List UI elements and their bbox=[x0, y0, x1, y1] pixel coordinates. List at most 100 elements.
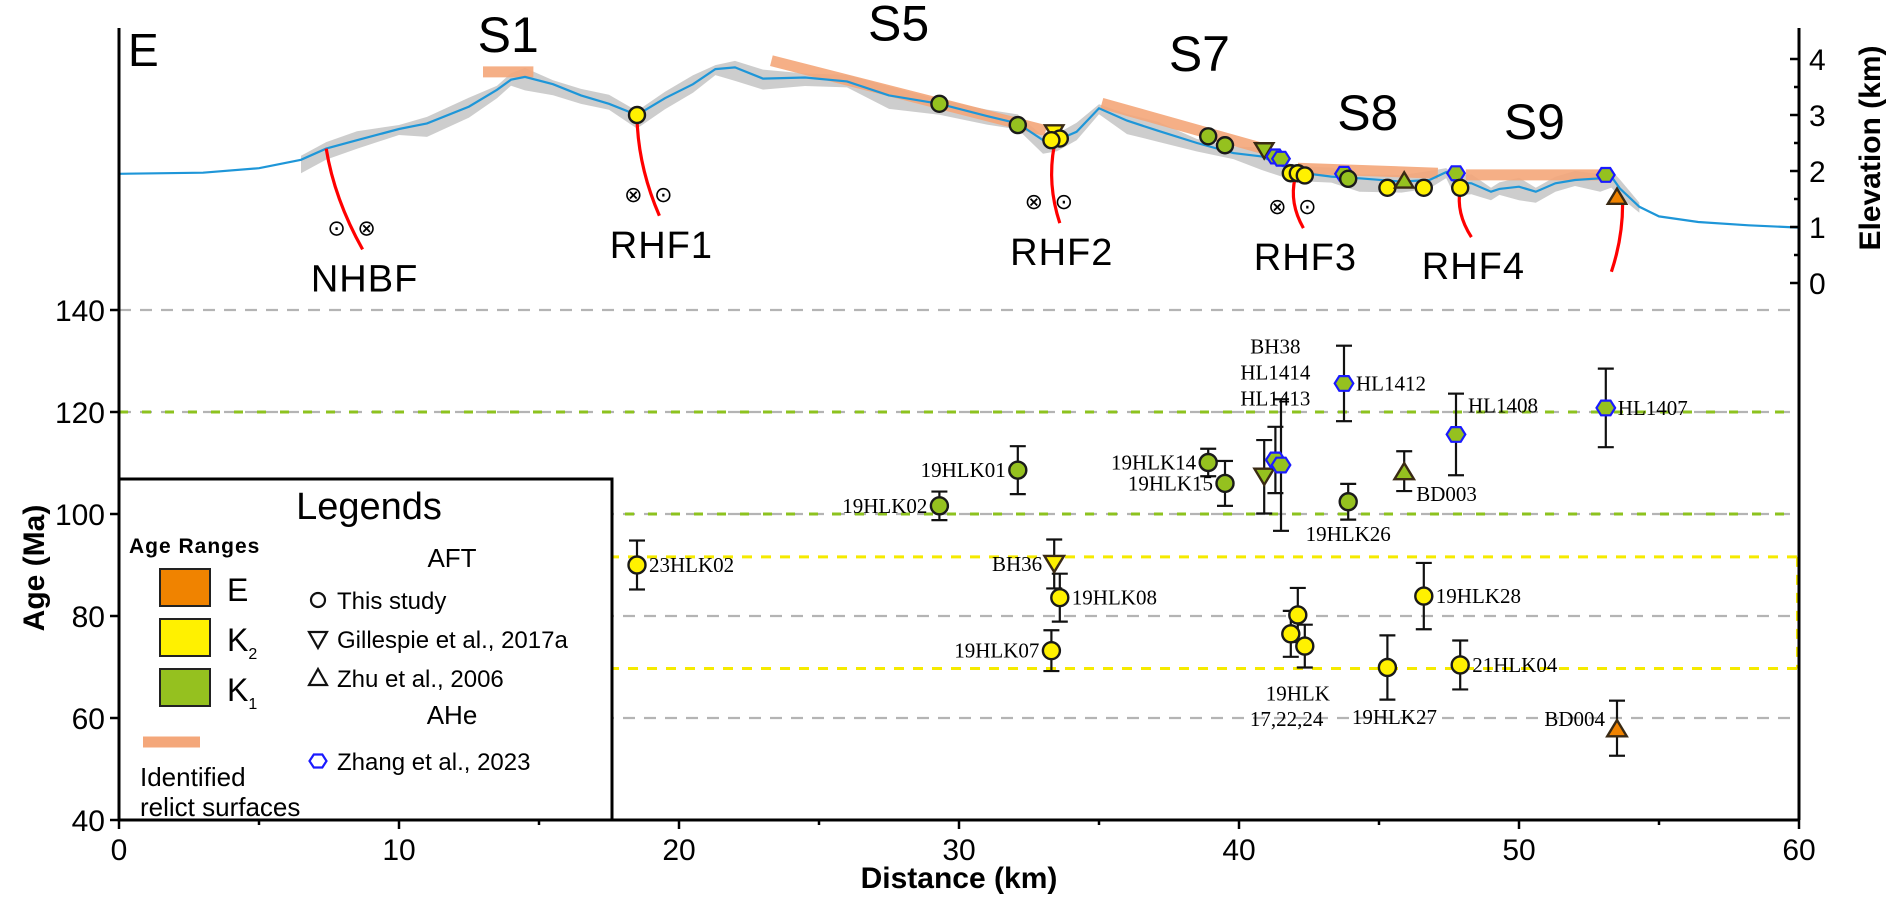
data-point-bd004 bbox=[1605, 717, 1629, 738]
panel-label: E bbox=[128, 24, 159, 76]
surface-label-S1: S1 bbox=[478, 7, 539, 63]
profile-marker-19hlk01 bbox=[1008, 115, 1027, 135]
sample-label-bd003: BD003 bbox=[1416, 482, 1477, 506]
sample-label-group-line2: 17,22,24 bbox=[1250, 707, 1324, 731]
into-page-icon: ⊗ bbox=[357, 215, 375, 240]
legend-item-label: Zhang et al., 2023 bbox=[337, 749, 530, 776]
legend-swatch-E bbox=[159, 568, 211, 607]
sample-label-19hlk27: 19HLK27 bbox=[1352, 705, 1437, 729]
surface-label-S5: S5 bbox=[868, 0, 929, 52]
fault-line-RHF2 bbox=[1050, 145, 1062, 224]
sample-label-19hlk28: 19HLK28 bbox=[1436, 584, 1521, 608]
legend-triangle-up-icon bbox=[307, 666, 329, 687]
data-point-19hlk22 bbox=[1288, 605, 1308, 625]
out-of-page-icon: ⊙ bbox=[1298, 194, 1316, 219]
profile-marker-19hlk26 bbox=[1338, 169, 1358, 189]
y-tick-label-140: 140 bbox=[55, 295, 105, 328]
legend-title: Legends bbox=[296, 486, 442, 528]
surface-label-S7: S7 bbox=[1169, 26, 1230, 82]
profile-marker-21hlk04 bbox=[1450, 178, 1470, 198]
data-point-19hlk14 bbox=[1198, 452, 1218, 473]
surface-label-S8: S8 bbox=[1337, 85, 1398, 141]
fault-line-unnamed bbox=[1609, 201, 1625, 273]
fault-label-NHBF: NHBF bbox=[311, 258, 418, 300]
profile-marker-hl1413 bbox=[1270, 150, 1292, 167]
data-point-19hlk02 bbox=[929, 496, 950, 516]
data-point-hl1407 bbox=[1595, 399, 1617, 417]
legend-aft-title: AFT bbox=[427, 543, 476, 573]
legend-item-triangle-down: Gillespie et al., 2017a bbox=[307, 627, 568, 654]
data-point-hl1408 bbox=[1445, 426, 1467, 443]
data-point-bd003 bbox=[1392, 460, 1417, 481]
sample-label-stack-bh38: BH38 bbox=[1250, 335, 1300, 359]
x-tick-label-0: 0 bbox=[111, 834, 128, 867]
y-axis-title: Age (Ma) bbox=[18, 505, 51, 632]
data-point-19hlk15 bbox=[1215, 473, 1235, 494]
y2-tick-label-4: 4 bbox=[1809, 44, 1826, 77]
into-page-icon: ⊗ bbox=[1268, 194, 1286, 219]
x-axis-title: Distance (km) bbox=[861, 862, 1058, 895]
sample-label-19hlk26: 19HLK26 bbox=[1306, 522, 1391, 546]
data-point-19hlk26 bbox=[1338, 492, 1358, 512]
data-point-23hlk02 bbox=[627, 555, 647, 575]
legend-hexagon-icon bbox=[308, 753, 328, 769]
profile-marker-bd003 bbox=[1392, 170, 1416, 189]
profile-marker-hl1408 bbox=[1445, 165, 1467, 182]
sample-label-hl1408: HL1408 bbox=[1468, 393, 1538, 417]
legend-relict-label-1: Identified bbox=[140, 762, 246, 792]
y2-tick-label-0: 0 bbox=[1809, 268, 1826, 301]
y-tick-label-80: 80 bbox=[72, 601, 105, 634]
profile-marker-19hlk28 bbox=[1414, 178, 1434, 198]
data-point-19hlk07 bbox=[1041, 640, 1062, 661]
out-of-page-icon: ⊙ bbox=[327, 215, 345, 240]
legend-range-subscript: 1 bbox=[248, 696, 257, 713]
sample-label-bd004: BD004 bbox=[1544, 707, 1605, 731]
legend-item-hexagon: Zhang et al., 2023 bbox=[308, 749, 530, 776]
data-point-bh36 bbox=[1042, 554, 1067, 575]
elevation-profile bbox=[118, 66, 1800, 229]
legend-age-ranges-title: Age Ranges bbox=[129, 535, 260, 558]
fault-label-RHF3: RHF3 bbox=[1254, 237, 1357, 279]
profile-sample-markers bbox=[627, 94, 1629, 206]
topography-swath bbox=[301, 60, 1640, 213]
faults: NHBF ⊙ ⊗ RHF1 ⊗ ⊙ RHF2 ⊗ ⊙ RHF3 ⊗ ⊙ RHF4 bbox=[311, 117, 1625, 300]
profile-marker-bh38 bbox=[1252, 142, 1276, 161]
topography-swath-band bbox=[301, 60, 1640, 213]
profile-marker-19hlk07 bbox=[1042, 130, 1061, 150]
profile-marker-19hlk02 bbox=[930, 94, 949, 114]
data-point-19hlk28 bbox=[1414, 586, 1434, 606]
sample-label-19hlk08: 19HLK08 bbox=[1072, 586, 1157, 610]
out-of-page-icon: ⊙ bbox=[1055, 189, 1073, 214]
y2-tick-label-2: 2 bbox=[1809, 156, 1826, 189]
profile-marker-bd004 bbox=[1605, 186, 1629, 206]
profile-marker-hl1407 bbox=[1595, 166, 1616, 183]
sample-label-23hlk02: 23HLK02 bbox=[649, 553, 734, 577]
profile-marker-19hlk14 bbox=[1198, 127, 1218, 146]
into-page-icon: ⊗ bbox=[1025, 189, 1043, 214]
legend-ahe-title: AHe bbox=[427, 700, 478, 730]
data-point-19hlk01 bbox=[1008, 460, 1028, 480]
y2-axis-title: Elevation (km) bbox=[1854, 45, 1887, 250]
data-point-hl1412 bbox=[1333, 375, 1355, 392]
relict-surface-S8 bbox=[1297, 162, 1438, 179]
data-point-bh38 bbox=[1252, 467, 1277, 488]
profile-marker-23hlk02 bbox=[627, 105, 647, 125]
data-point-19hlk08 bbox=[1050, 587, 1070, 608]
data-point-19hlk17 bbox=[1281, 624, 1301, 644]
legend-relict-label-2: relict surfaces bbox=[140, 792, 300, 822]
fault-line-RHF3 bbox=[1291, 177, 1305, 229]
y-tick-label-40: 40 bbox=[72, 805, 105, 838]
out-of-page-icon: ⊙ bbox=[654, 182, 672, 207]
profile-marker-19hlk27 bbox=[1378, 178, 1397, 198]
legend-swatch-K2 bbox=[159, 618, 211, 657]
legend-item-label: This study bbox=[337, 588, 446, 615]
legend-range-label-E: E bbox=[227, 572, 248, 608]
sample-label-group-line1: 19HLK bbox=[1266, 682, 1330, 706]
legend-swatch-K1 bbox=[159, 668, 211, 707]
y2-tick-label-3: 3 bbox=[1809, 100, 1826, 133]
legend-range-subscript: 2 bbox=[248, 646, 257, 663]
data-point-21hlk04 bbox=[1450, 655, 1470, 675]
sample-label-bh36: BH36 bbox=[992, 552, 1042, 576]
sample-labels: 23HLK02 19HLK02 19HLK01 BH36 19HLK08 19HLK07 1… bbox=[649, 335, 1688, 732]
sample-label-stack-hl1413: HL1413 bbox=[1240, 387, 1310, 411]
